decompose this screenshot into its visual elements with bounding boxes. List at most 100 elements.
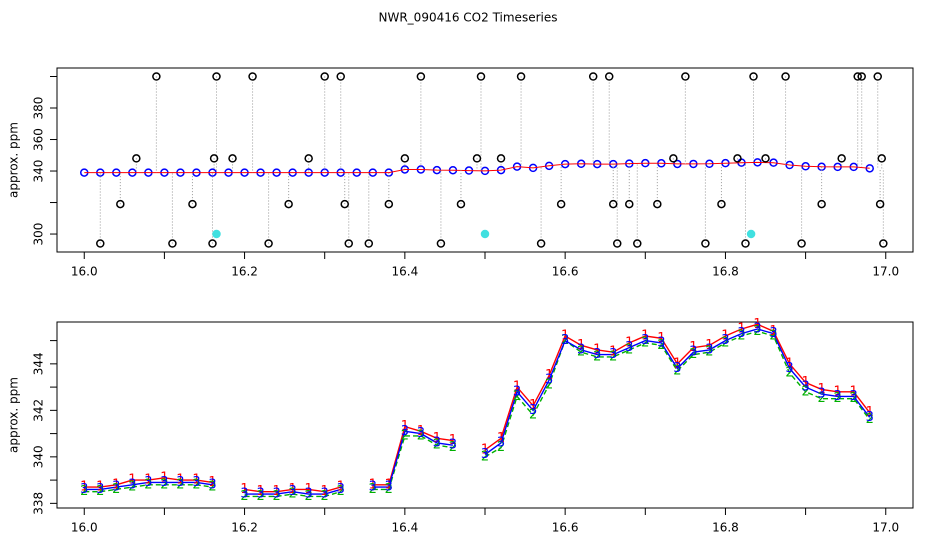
point-marker: 1 [753, 317, 761, 332]
point-marker: 1 [128, 473, 136, 488]
data-point [416, 72, 426, 81]
point-marker: 1 [593, 342, 601, 357]
data-point [152, 72, 161, 81]
point-marker: 2 [689, 347, 697, 362]
point-marker: 3 [577, 342, 585, 357]
data-point [857, 72, 866, 81]
point-marker: 3 [305, 487, 313, 502]
x-tick-label: 16.4 [391, 521, 418, 535]
point-marker: 2 [721, 335, 729, 350]
series-line [84, 323, 871, 493]
data-point [228, 154, 237, 163]
data-point [837, 154, 846, 163]
data-point [208, 239, 217, 248]
data-point [556, 199, 566, 209]
data-point [116, 199, 125, 209]
point-marker: 2 [593, 349, 601, 364]
y-tick-label: 340 [32, 160, 46, 183]
point-marker: 1 [160, 470, 168, 485]
point-marker: 1 [657, 331, 665, 346]
data-point [625, 199, 634, 209]
data-point [879, 239, 888, 248]
point-marker: 2 [866, 412, 874, 427]
y-tick-label: 344 [32, 352, 46, 375]
point-marker: 3 [369, 480, 377, 495]
data-point [761, 154, 770, 163]
point-marker: 3 [561, 333, 569, 348]
point-marker: 2 [417, 428, 425, 443]
point-marker: 1 [513, 380, 521, 395]
point-marker: 1 [385, 477, 393, 492]
point-marker: 3 [609, 347, 617, 362]
point-marker: 1 [144, 473, 152, 488]
point-marker: 2 [449, 440, 457, 455]
point-marker: 3 [753, 321, 761, 336]
point-marker: 3 [625, 340, 633, 355]
point-marker: 1 [176, 473, 184, 488]
point-marker: 3 [513, 384, 521, 399]
point-marker: 3 [785, 361, 793, 376]
point-marker: 2 [834, 391, 842, 406]
point-marker: 1 [417, 424, 425, 439]
data-point [669, 154, 678, 163]
x-tick-label: 16.4 [391, 265, 418, 279]
point-marker: 2 [641, 335, 649, 350]
point-marker: 3 [80, 482, 88, 497]
point-marker: 2 [481, 449, 489, 464]
data-point [480, 229, 490, 239]
y-tick-label: 380 [32, 97, 46, 120]
point-marker: 1 [321, 484, 329, 499]
point-marker: 3 [817, 387, 825, 402]
point-marker: 3 [834, 389, 842, 404]
data-point [336, 72, 345, 81]
point-marker: 3 [208, 477, 216, 492]
point-marker: 2 [272, 489, 280, 504]
series-line [84, 330, 871, 498]
point-marker: 2 [256, 489, 264, 504]
data-point [746, 229, 756, 239]
point-marker: 1 [433, 431, 441, 446]
point-marker: 3 [417, 426, 425, 441]
point-marker: 2 [577, 345, 585, 360]
data-point [400, 154, 410, 163]
point-marker: 2 [817, 391, 825, 406]
data-point [212, 72, 221, 81]
data-point [588, 72, 598, 81]
data-point [96, 239, 105, 248]
y-tick-label: 360 [32, 128, 46, 151]
point-marker: 1 [577, 338, 585, 353]
point-marker: 2 [192, 477, 200, 492]
point-marker: 1 [337, 480, 345, 495]
data-point [604, 72, 614, 81]
point-marker: 3 [705, 342, 713, 357]
point-marker: 2 [769, 328, 777, 343]
data-point [340, 199, 349, 209]
point-marker: 2 [305, 489, 313, 504]
point-marker: 1 [240, 482, 248, 497]
point-marker: 2 [321, 489, 329, 504]
point-marker: 3 [673, 361, 681, 376]
point-marker: 1 [641, 328, 649, 343]
point-marker: 1 [192, 473, 200, 488]
point-marker: 3 [737, 326, 745, 341]
point-marker: 3 [401, 424, 409, 439]
data-point [873, 72, 882, 81]
data-point [320, 72, 329, 81]
point-marker: 1 [497, 431, 505, 446]
data-point [853, 72, 862, 81]
point-marker: 2 [96, 484, 104, 499]
point-marker: 1 [609, 345, 617, 360]
data-point [717, 199, 726, 209]
data-point [304, 154, 313, 163]
point-marker: 1 [96, 480, 104, 495]
point-marker: 3 [866, 410, 874, 425]
point-marker: 3 [433, 435, 441, 450]
data-point [436, 239, 446, 248]
point-marker: 1 [705, 338, 713, 353]
data-point [364, 239, 374, 248]
point-marker: 2 [850, 391, 858, 406]
point-marker: 1 [305, 482, 313, 497]
point-marker: 2 [176, 477, 184, 492]
point-marker: 3 [657, 335, 665, 350]
